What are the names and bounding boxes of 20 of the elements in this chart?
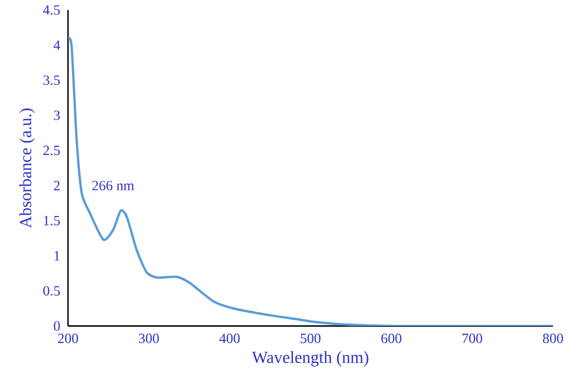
x-tick-label: 300 [138,334,159,344]
x-tick-label: 600 [381,334,402,344]
x-tick-label: 500 [300,334,320,344]
y-tick-label: 1.5 [44,216,60,226]
x-tick-label: 200 [58,334,78,344]
x-axis-title: Wavelength (nm) [252,351,368,367]
y-tick-label: 1 [54,251,60,260]
y-tick-label: 0.5 [43,286,60,296]
y-axis-title: Absorbance (a.u.) [19,108,35,228]
y-tick-label: 3.5 [43,75,60,85]
y-tick-label: 3 [54,110,60,120]
annotation: 266 nm [92,180,134,190]
x-tick-label: 400 [219,334,240,344]
y-tick-label: 4.5 [43,5,60,15]
x-tick-label: 800 [542,334,563,344]
y-tick-label: 2 [54,180,60,190]
y-tick-label: 2.5 [43,146,60,156]
y-tick-label: 4 [54,40,60,50]
x-tick-label: 700 [462,334,482,344]
y-tick-label: 0 [54,321,60,331]
